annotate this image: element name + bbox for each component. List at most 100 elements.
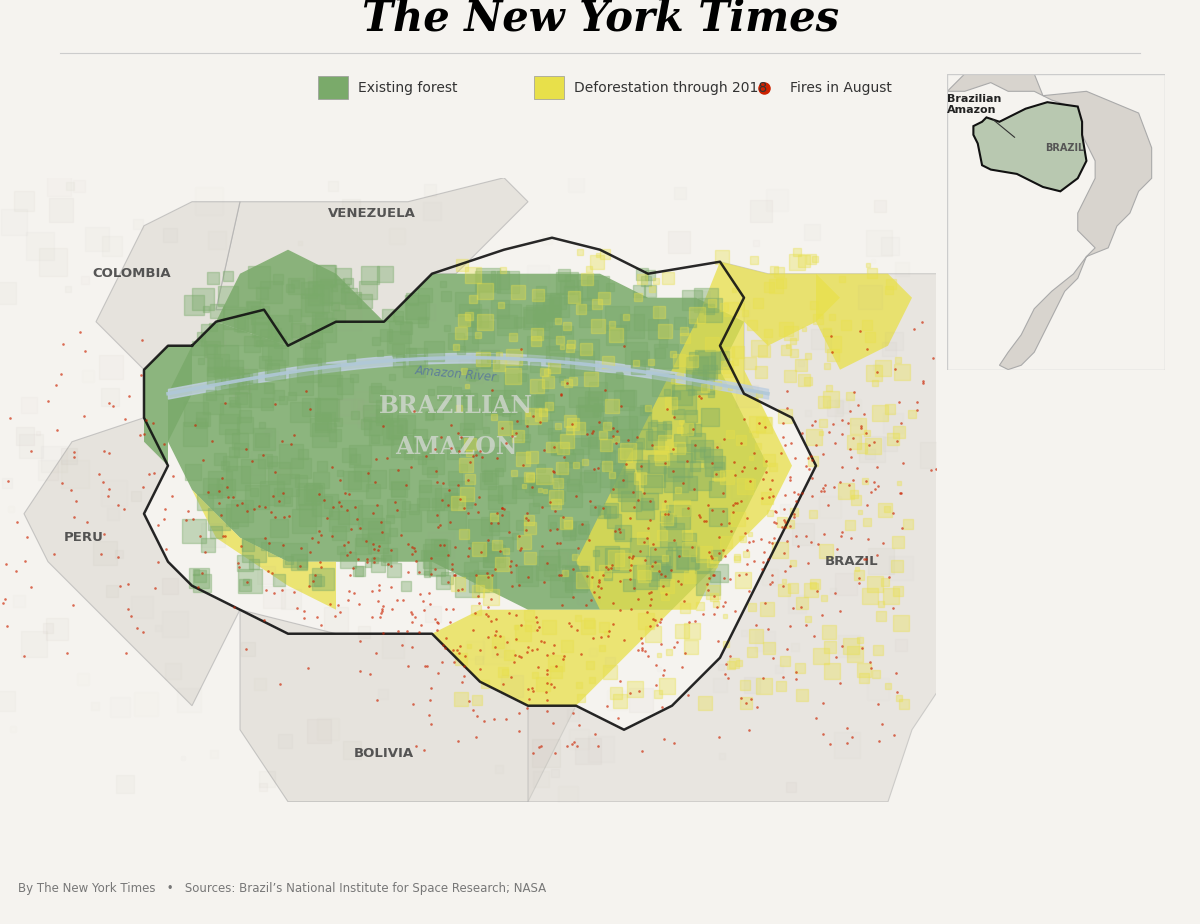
Point bbox=[517, 523, 536, 538]
Point bbox=[529, 620, 548, 635]
Point bbox=[606, 524, 625, 539]
Point bbox=[665, 639, 684, 654]
Point bbox=[188, 579, 208, 594]
Text: Deforestation through 2018: Deforestation through 2018 bbox=[574, 80, 767, 95]
Point bbox=[583, 631, 602, 646]
Point bbox=[572, 517, 592, 531]
Point bbox=[479, 600, 498, 614]
Point bbox=[149, 517, 168, 532]
Point bbox=[340, 567, 359, 582]
Point bbox=[620, 572, 640, 587]
Point bbox=[1, 411, 20, 426]
Point bbox=[772, 445, 791, 460]
Point bbox=[646, 554, 665, 569]
Point bbox=[391, 528, 410, 542]
Point bbox=[731, 494, 750, 509]
Point bbox=[419, 585, 438, 600]
Point bbox=[554, 649, 574, 663]
Point bbox=[17, 529, 36, 544]
Point bbox=[762, 536, 781, 551]
Point bbox=[838, 721, 857, 736]
Point bbox=[598, 629, 617, 644]
Point bbox=[731, 435, 750, 450]
Point bbox=[841, 530, 860, 545]
Point bbox=[764, 504, 784, 518]
Point bbox=[163, 488, 182, 503]
Point bbox=[467, 448, 486, 463]
Point bbox=[488, 516, 508, 530]
Point bbox=[509, 705, 528, 720]
Point bbox=[425, 612, 444, 626]
Point bbox=[368, 542, 388, 557]
Point bbox=[632, 641, 652, 656]
Point bbox=[370, 539, 389, 553]
Point bbox=[259, 564, 278, 578]
Point bbox=[562, 618, 581, 633]
Point bbox=[546, 659, 565, 674]
Point bbox=[778, 641, 797, 656]
Point bbox=[869, 697, 888, 711]
Point bbox=[132, 333, 151, 347]
Point bbox=[760, 490, 779, 505]
Point bbox=[593, 568, 612, 583]
Point bbox=[365, 541, 384, 556]
Point bbox=[211, 507, 230, 522]
Point bbox=[510, 723, 529, 738]
Point bbox=[368, 594, 388, 609]
Point bbox=[857, 342, 876, 357]
Point bbox=[506, 425, 526, 440]
Point bbox=[746, 618, 766, 633]
Point bbox=[420, 708, 439, 723]
Point bbox=[350, 520, 370, 535]
Polygon shape bbox=[816, 274, 912, 370]
Point bbox=[570, 717, 589, 732]
Point bbox=[751, 531, 770, 546]
Point bbox=[715, 571, 734, 586]
Point bbox=[0, 556, 16, 571]
Point bbox=[232, 496, 251, 511]
Point bbox=[445, 540, 464, 554]
Text: BRAZIL: BRAZIL bbox=[826, 555, 878, 568]
Point bbox=[862, 660, 881, 675]
Point bbox=[245, 502, 264, 517]
Point bbox=[458, 548, 478, 563]
Point bbox=[781, 435, 800, 450]
Point bbox=[290, 559, 310, 574]
Point bbox=[610, 525, 629, 540]
Point bbox=[511, 617, 530, 632]
Text: The New York Times: The New York Times bbox=[361, 0, 839, 39]
Point bbox=[404, 404, 424, 419]
Point bbox=[410, 587, 430, 602]
Point bbox=[474, 713, 493, 728]
Point bbox=[541, 677, 560, 692]
Point bbox=[467, 730, 486, 745]
Point bbox=[583, 424, 602, 439]
Point bbox=[726, 495, 745, 510]
Point bbox=[803, 489, 822, 504]
Point bbox=[108, 550, 127, 565]
Point bbox=[328, 598, 347, 613]
Point bbox=[584, 584, 604, 599]
Point bbox=[564, 562, 583, 577]
Point bbox=[401, 459, 420, 474]
Point bbox=[428, 507, 448, 522]
Point bbox=[788, 539, 808, 553]
Point bbox=[350, 597, 370, 612]
Point bbox=[301, 545, 320, 560]
Point bbox=[559, 615, 578, 630]
Point bbox=[522, 642, 541, 657]
Point bbox=[452, 581, 472, 596]
Point bbox=[833, 525, 852, 540]
Point bbox=[698, 497, 718, 512]
Point bbox=[265, 464, 284, 479]
Point bbox=[378, 556, 397, 571]
Point bbox=[473, 449, 492, 464]
Point bbox=[502, 428, 521, 443]
Point bbox=[421, 596, 440, 611]
Point bbox=[340, 544, 359, 559]
Point bbox=[392, 638, 412, 652]
Point bbox=[712, 517, 731, 531]
Point bbox=[294, 604, 313, 619]
Point bbox=[442, 441, 461, 456]
Point bbox=[90, 467, 109, 481]
